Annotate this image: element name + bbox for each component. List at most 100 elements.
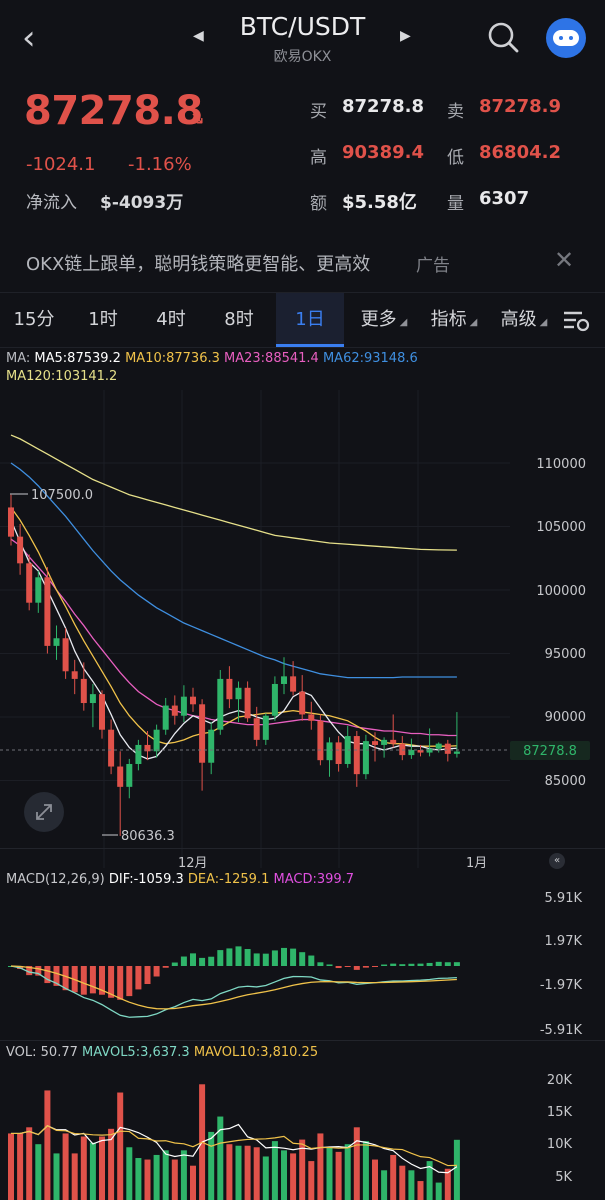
volume-bar [17,1133,24,1200]
volume-bar [381,1170,388,1200]
volume-bar [308,1161,315,1200]
ma-label: MA: [6,351,31,366]
candle [426,728,433,757]
ad-text[interactable]: OKX链上跟单，聪明钱策略更智能、更高效 [26,254,371,275]
vol-tick: 20K [547,1073,573,1088]
low-marker: 80636.3 [121,829,175,844]
tab-1d[interactable]: 1日 [276,293,344,347]
macd-bar [299,952,306,966]
tab-15m[interactable]: 15分 [13,309,55,330]
fullscreen-button[interactable] [24,792,64,832]
candle [399,736,406,761]
bid-label: 买 [310,102,327,122]
candle [17,523,24,575]
volume-bar [435,1182,442,1200]
prev-pair-icon[interactable]: ◀ [193,28,204,44]
candle [317,714,324,766]
candle [417,744,424,757]
assistant-bot-icon[interactable] [546,18,586,58]
candle [62,628,69,679]
tab-indicators[interactable]: 指标 ◢ [420,293,488,347]
candle [299,675,306,721]
candle [326,737,333,777]
dea-line [10,965,457,1010]
macd-bar [426,962,433,966]
candle [344,725,351,768]
volume-bar [26,1127,33,1200]
back-icon[interactable]: ‹ [22,18,36,58]
candle [253,706,260,747]
macd-bar [244,949,251,966]
volume-bar [153,1154,160,1200]
macd-bar [444,962,451,966]
close-icon[interactable]: ✕ [554,246,575,274]
volume-bar [290,1153,297,1200]
pair-title[interactable]: BTC/USDT [239,12,366,41]
macd-bar [217,950,224,966]
candle [144,730,151,761]
net-inflow-value: $-4093万 [100,193,184,213]
timeframe-tabs: 15分 1时 4时 8时 1日 更多 ◢ 指标 ◢ 高级 ◢ [0,292,605,348]
volume-bar [281,1150,287,1200]
candle [362,734,369,780]
chart-settings-icon[interactable] [562,308,592,334]
candle [390,714,397,748]
volume-bar [208,1131,215,1200]
macd-bar [372,966,378,967]
amount-value: $5.58亿 [342,192,417,213]
volume-bar [262,1156,269,1200]
mavol10-line [11,1125,457,1167]
high-label: 高 [310,148,327,168]
scroll-to-latest-icon[interactable]: « [549,853,565,869]
candle [35,570,42,613]
tab-indicators-label: 指标 [430,309,467,330]
volume-ma-lines [11,1123,458,1174]
volume-bar [80,1136,87,1200]
vol-divider [0,1040,605,1041]
tab-advanced[interactable]: 高级 ◢ [490,293,558,347]
volume-bar [353,1127,360,1200]
macd-bar [335,966,342,969]
volume-bar [126,1147,133,1200]
volume-bar [226,1144,233,1200]
tab-4h[interactable]: 4时 [156,309,186,330]
macd-bar [308,955,315,966]
candle [190,687,196,712]
volume-bars [8,1084,460,1200]
candle [162,697,169,735]
candlestick-chart[interactable]: 110000 105000 100000 95000 90000 85000 8… [0,390,605,868]
candle [226,666,233,709]
candle [262,713,269,745]
volume-bar [35,1144,42,1200]
ma5-line [10,519,457,760]
bid-value: 87278.8 [342,96,424,117]
search-icon[interactable] [486,20,520,54]
volume-bar [144,1159,151,1200]
price-change-percent: -1.16% [128,154,192,175]
tab-1h[interactable]: 1时 [88,309,118,330]
volume-bar [62,1133,69,1200]
candle [444,739,451,762]
candle [80,662,87,711]
candle [171,695,178,725]
macd-bar [235,946,242,966]
macd-bar [453,962,460,966]
header: ‹ ◀ BTC/USDT 欧易OKX ▶ [0,0,605,78]
candle [381,737,388,758]
candle [44,567,51,654]
candle [89,683,96,728]
macd-bar [208,956,215,966]
low-label: 低 [447,148,464,168]
volume-bar [8,1133,14,1200]
tab-more[interactable]: 更多 ◢ [350,293,418,347]
macd-tick: 1.97K [545,934,583,949]
macd-bar [180,956,187,966]
tab-8h[interactable]: 8时 [224,309,254,330]
candle [108,719,115,775]
candle [372,732,378,762]
candle [153,724,160,758]
next-pair-icon[interactable]: ▶ [400,28,411,44]
volume-bar [162,1150,169,1200]
tab-more-label: 更多 [360,309,397,330]
macd-bar [199,957,206,966]
